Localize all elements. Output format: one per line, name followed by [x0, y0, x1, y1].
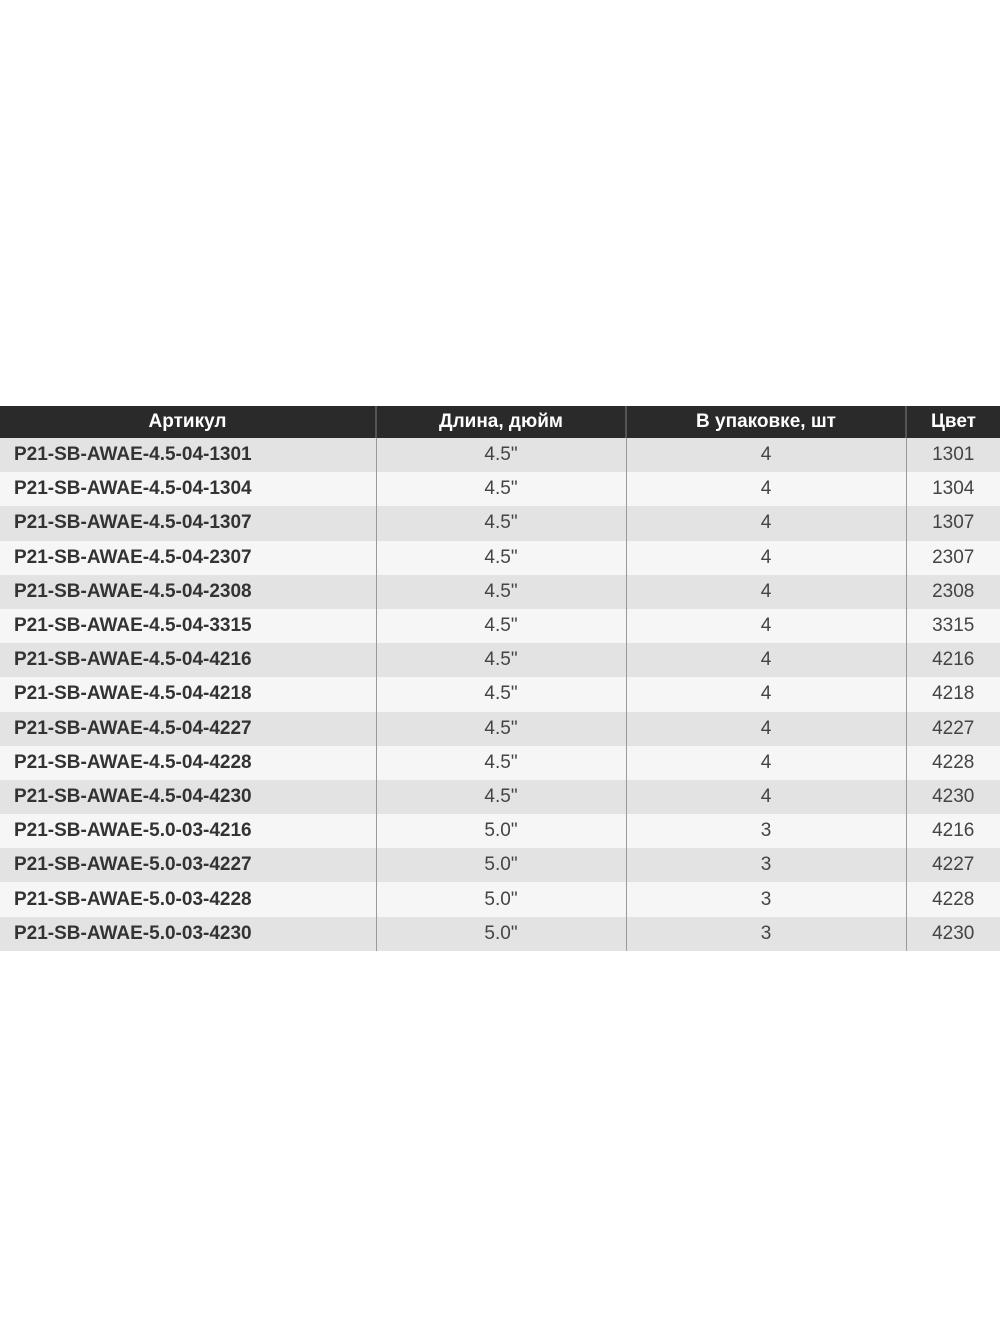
cell-sku: P21-SB-AWAE-4.5-04-2307	[0, 540, 377, 575]
cell-color: 4228	[906, 745, 1000, 780]
cell-pack-qty: 4	[626, 574, 907, 609]
cell-length: 4.5"	[376, 540, 627, 575]
table-row: P21-SB-AWAE-4.5-04-2308 4.5" 4 2308	[0, 574, 1000, 609]
cell-length: 4.5"	[376, 745, 627, 780]
cell-pack-qty: 4	[626, 540, 907, 575]
cell-length: 4.5"	[376, 472, 627, 507]
cell-pack-qty: 4	[626, 745, 907, 780]
table-row: P21-SB-AWAE-4.5-04-2307 4.5" 4 2307	[0, 540, 1000, 575]
cell-color: 4218	[906, 677, 1000, 712]
cell-pack-qty: 4	[626, 472, 907, 507]
header-pack-qty: В упаковке, шт	[626, 406, 907, 438]
cell-pack-qty: 3	[626, 848, 907, 883]
cell-sku: P21-SB-AWAE-4.5-04-4216	[0, 643, 377, 678]
cell-length: 5.0"	[376, 882, 627, 917]
cell-pack-qty: 4	[626, 438, 907, 473]
cell-sku: P21-SB-AWAE-4.5-04-1307	[0, 506, 377, 541]
cell-length: 4.5"	[376, 779, 627, 815]
cell-sku: P21-SB-AWAE-4.5-04-1304	[0, 472, 377, 507]
cell-color: 4227	[906, 711, 1000, 746]
cell-length: 4.5"	[376, 643, 627, 678]
table-header-row: Артикул Длина, дюйм В упаковке, шт Цвет	[0, 406, 1000, 438]
cell-color: 4230	[906, 779, 1000, 815]
cell-color: 2308	[906, 574, 1000, 609]
cell-length: 5.0"	[376, 848, 627, 883]
cell-sku: P21-SB-AWAE-4.5-04-1301	[0, 438, 377, 473]
table-row: P21-SB-AWAE-5.0-03-4216 5.0" 3 4216	[0, 814, 1000, 849]
cell-sku: P21-SB-AWAE-5.0-03-4227	[0, 848, 377, 883]
cell-pack-qty: 3	[626, 814, 907, 849]
cell-sku: P21-SB-AWAE-4.5-04-4227	[0, 711, 377, 746]
cell-pack-qty: 4	[626, 643, 907, 678]
header-length: Длина, дюйм	[376, 406, 627, 438]
cell-color: 4230	[906, 916, 1000, 951]
cell-length: 5.0"	[376, 814, 627, 849]
table-row: P21-SB-AWAE-5.0-03-4227 5.0" 3 4227	[0, 848, 1000, 883]
cell-sku: P21-SB-AWAE-4.5-04-3315	[0, 608, 377, 644]
cell-sku: P21-SB-AWAE-4.5-04-2308	[0, 574, 377, 609]
table-row: P21-SB-AWAE-4.5-04-1301 4.5" 4 1301	[0, 438, 1000, 473]
table-row: P21-SB-AWAE-4.5-04-4227 4.5" 4 4227	[0, 711, 1000, 746]
table-row: P21-SB-AWAE-4.5-04-4230 4.5" 4 4230	[0, 779, 1000, 815]
cell-color: 4216	[906, 643, 1000, 678]
header-color: Цвет	[906, 406, 1000, 438]
cell-sku: P21-SB-AWAE-5.0-03-4228	[0, 882, 377, 917]
cell-color: 1307	[906, 506, 1000, 541]
product-table: Артикул Длина, дюйм В упаковке, шт Цвет …	[0, 406, 1000, 951]
cell-sku: P21-SB-AWAE-4.5-04-4228	[0, 745, 377, 780]
cell-length: 4.5"	[376, 677, 627, 712]
cell-pack-qty: 4	[626, 711, 907, 746]
cell-color: 3315	[906, 608, 1000, 644]
cell-length: 4.5"	[376, 574, 627, 609]
cell-sku: P21-SB-AWAE-5.0-03-4216	[0, 814, 377, 849]
table-row: P21-SB-AWAE-5.0-03-4228 5.0" 3 4228	[0, 882, 1000, 917]
cell-color: 1304	[906, 472, 1000, 507]
cell-color: 1301	[906, 438, 1000, 473]
cell-color: 4227	[906, 848, 1000, 883]
cell-pack-qty: 4	[626, 779, 907, 815]
cell-sku: P21-SB-AWAE-4.5-04-4230	[0, 779, 377, 815]
cell-length: 4.5"	[376, 438, 627, 473]
cell-length: 4.5"	[376, 506, 627, 541]
table-row: P21-SB-AWAE-5.0-03-4230 5.0" 3 4230	[0, 916, 1000, 951]
cell-length: 4.5"	[376, 608, 627, 644]
cell-pack-qty: 3	[626, 916, 907, 951]
cell-pack-qty: 4	[626, 506, 907, 541]
cell-length: 4.5"	[376, 711, 627, 746]
cell-color: 4216	[906, 814, 1000, 849]
cell-sku: P21-SB-AWAE-5.0-03-4230	[0, 916, 377, 951]
header-sku: Артикул	[0, 406, 377, 438]
cell-pack-qty: 4	[626, 677, 907, 712]
cell-color: 2307	[906, 540, 1000, 575]
cell-length: 5.0"	[376, 916, 627, 951]
cell-sku: P21-SB-AWAE-4.5-04-4218	[0, 677, 377, 712]
cell-color: 4228	[906, 882, 1000, 917]
cell-pack-qty: 3	[626, 882, 907, 917]
cell-pack-qty: 4	[626, 608, 907, 644]
table-row: P21-SB-AWAE-4.5-04-1307 4.5" 4 1307	[0, 506, 1000, 541]
table-row: P21-SB-AWAE-4.5-04-3315 4.5" 4 3315	[0, 608, 1000, 644]
table-row: P21-SB-AWAE-4.5-04-4228 4.5" 4 4228	[0, 745, 1000, 780]
table-row: P21-SB-AWAE-4.5-04-4216 4.5" 4 4216	[0, 643, 1000, 678]
table-row: P21-SB-AWAE-4.5-04-1304 4.5" 4 1304	[0, 472, 1000, 507]
table-row: P21-SB-AWAE-4.5-04-4218 4.5" 4 4218	[0, 677, 1000, 712]
